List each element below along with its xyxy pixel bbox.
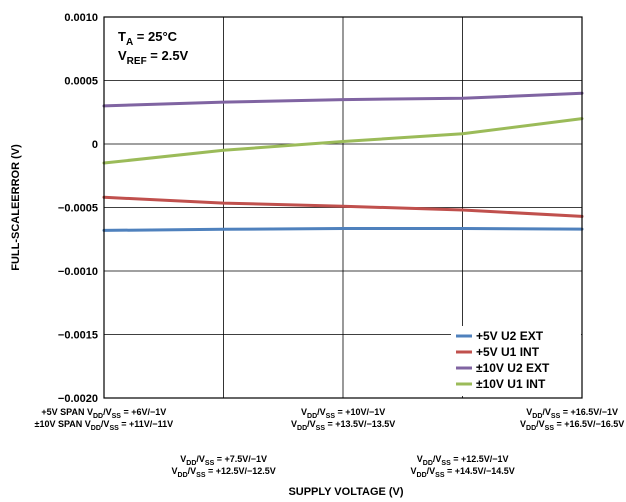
- legend-background: [451, 326, 581, 396]
- x-axis-label: SUPPLY VOLTAGE (V): [288, 486, 403, 498]
- x-tick-label: +5V SPAN VDD/VSS = +6V/−1V ±10V SPAN VDD/…: [34, 407, 174, 432]
- legend-label: ±10V U2 EXT: [476, 361, 550, 375]
- legend-label: +5V U1 INT: [476, 345, 540, 359]
- legend-label: ±10V U1 INT: [476, 377, 546, 391]
- y-tick-label: −0.0010: [58, 266, 98, 278]
- y-tick-labels: 0.0010 0.0005 0 −0.0005 −0.0010 −0.0015 −0.002…: [58, 12, 98, 405]
- series-line: [102, 117, 584, 165]
- annotation-line: VREF = 2.5V: [118, 48, 189, 67]
- series-line: [102, 91, 584, 108]
- x-tick-label: VDD/VSS = +16.5V/−1V VDD/VSS = +16.5V/−16…: [520, 407, 625, 432]
- x-tick-label: VDD/VSS = +7.5V/−1V VDD/VSS = +12.5V/−12.…: [171, 454, 276, 479]
- series-line: [102, 227, 584, 232]
- y-axis-label: FULL-SCALEERROR (V): [10, 144, 22, 271]
- plot-frame: [103, 16, 583, 399]
- legend: +5V U2 EXT +5V U1 INT ±10V U2 EXT ±10V U1 I…: [451, 326, 581, 396]
- chart-series-group: [102, 91, 584, 232]
- x-tick-label: VDD/VSS = +10V/−1V VDD/VSS = +13.5V/−13.5…: [291, 407, 396, 432]
- y-tick-label: 0.0005: [64, 76, 98, 88]
- series-line: [102, 195, 584, 218]
- y-tick-label: 0.0010: [64, 12, 98, 24]
- annotation-line: TA = 25°C: [118, 29, 178, 48]
- legend-label: +5V U2 EXT: [476, 329, 544, 343]
- x-tick-label: VDD/VSS = +12.5V/−1V VDD/VSS = +14.5V/−14…: [410, 454, 515, 479]
- y-tick-label: −0.0005: [58, 203, 98, 215]
- y-tick-label: −0.0015: [58, 330, 98, 342]
- y-tick-label: −0.0020: [58, 393, 98, 405]
- y-tick-label: 0: [92, 139, 98, 151]
